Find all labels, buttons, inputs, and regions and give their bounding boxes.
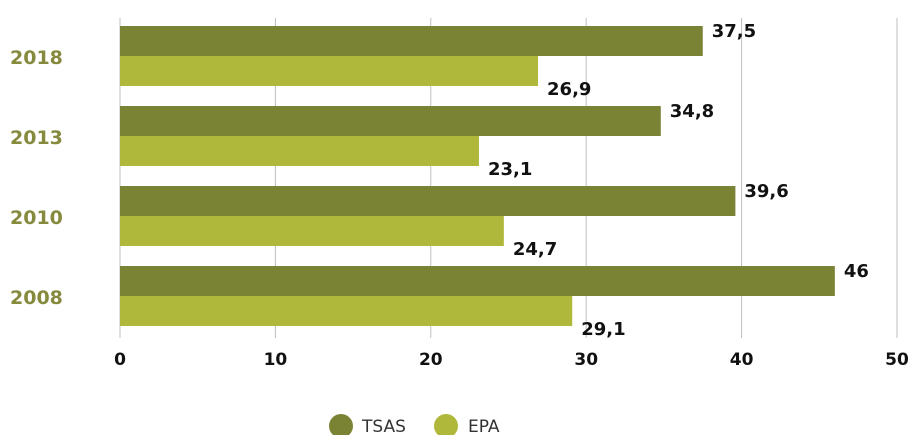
tick-label-0: 0 <box>114 350 126 370</box>
bar-epa-2008 <box>120 296 573 326</box>
legend-label-epa: EPA <box>468 417 500 435</box>
tick-label-50: 50 <box>885 350 909 370</box>
bar-tsas-2018 <box>120 26 703 56</box>
bars <box>120 26 835 326</box>
x-axis: 0 10 20 30 40 50 <box>114 350 909 370</box>
data-label-tsas-2018: 37,5 <box>712 21 756 42</box>
data-label-epa-2008: 29,1 <box>581 319 625 340</box>
data-label-tsas-2008: 46 <box>844 261 869 282</box>
bar-epa-2010 <box>120 216 504 246</box>
bar-tsas-2010 <box>120 186 736 216</box>
data-label-tsas-2013: 34,8 <box>670 101 714 122</box>
data-label-epa-2013: 23,1 <box>488 159 532 180</box>
category-label-2010: 2010 <box>10 207 63 229</box>
bar-epa-2018 <box>120 56 539 86</box>
tick-label-10: 10 <box>264 350 288 370</box>
category-labels: 2018 2013 2010 2008 <box>10 47 63 309</box>
tick-label-20: 20 <box>419 350 443 370</box>
tick-label-30: 30 <box>574 350 598 370</box>
category-label-2018: 2018 <box>10 47 63 69</box>
data-label-epa-2010: 24,7 <box>513 239 557 260</box>
data-label-tsas-2010: 39,6 <box>744 181 788 202</box>
bar-tsas-2008 <box>120 266 835 296</box>
category-label-2008: 2008 <box>10 287 63 309</box>
legend: TSAS EPA <box>329 414 500 435</box>
legend-marker-epa <box>434 414 458 435</box>
data-labels: 37,5 26,9 34,8 23,1 39,6 24,7 46 29,1 <box>488 21 869 340</box>
legend-label-tsas: TSAS <box>361 417 406 435</box>
category-label-2013: 2013 <box>10 127 63 149</box>
legend-marker-tsas <box>329 414 353 435</box>
data-label-epa-2018: 26,9 <box>547 79 591 100</box>
tick-label-40: 40 <box>730 350 754 370</box>
bar-epa-2013 <box>120 136 479 166</box>
bar-tsas-2013 <box>120 106 661 136</box>
